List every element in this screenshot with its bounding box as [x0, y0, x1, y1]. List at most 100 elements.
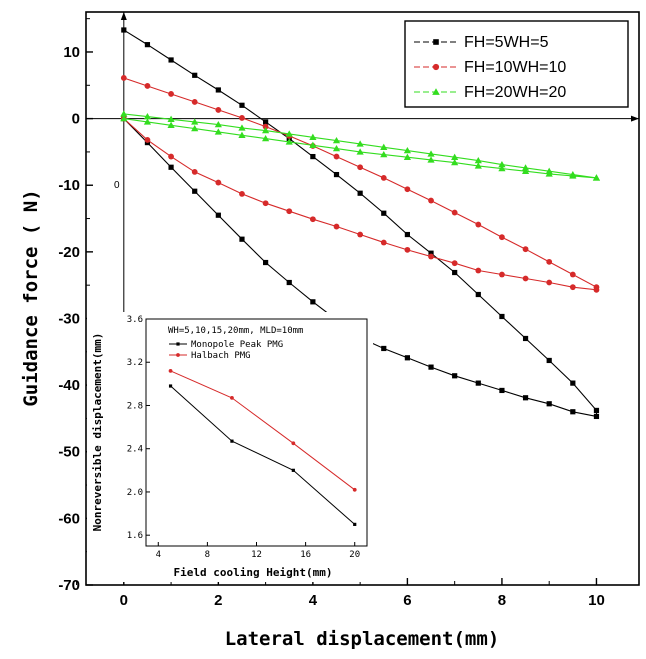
inset-x-tick-label: 20 [349, 550, 360, 560]
inset-series [168, 368, 357, 526]
data-point [381, 210, 387, 216]
y-tick-label: 10 [63, 44, 80, 61]
data-point [475, 291, 481, 298]
data-point [499, 387, 505, 394]
inset-x-tick-label: 16 [300, 550, 311, 560]
data-point [380, 150, 388, 158]
data-point [262, 200, 269, 207]
data-point [404, 186, 411, 193]
data-point [214, 128, 222, 135]
data-point [569, 172, 577, 179]
data-point [451, 153, 459, 160]
data-point [521, 164, 530, 171]
data-point [238, 131, 246, 138]
data-point [333, 223, 340, 230]
data-point [309, 133, 317, 140]
y-tick-label: -50 [58, 444, 80, 461]
inset-data-point [168, 384, 173, 388]
data-point [333, 153, 340, 160]
inset-y-tick-label: 2.8 [127, 401, 143, 411]
data-point [451, 209, 458, 216]
data-point [403, 153, 412, 160]
inset-x-tick-label: 4 [156, 550, 161, 560]
inset-x-tick-label: 12 [251, 550, 262, 560]
data-point [120, 75, 127, 81]
x-axis-title: Lateral displacement(mm) [225, 628, 500, 650]
data-point [452, 373, 458, 379]
data-point [286, 279, 292, 286]
data-point [310, 153, 316, 160]
data-point [546, 357, 552, 364]
data-point [592, 174, 601, 181]
x-tick-label: 8 [498, 592, 506, 609]
data-point [191, 169, 198, 175]
x-tick-label: 0 [120, 592, 128, 609]
inset-y-tick-label: 3.2 [127, 358, 143, 368]
data-point [192, 72, 198, 78]
data-point [428, 253, 434, 260]
data-point [522, 335, 529, 342]
data-point [143, 113, 152, 120]
data-point [215, 107, 222, 113]
inset-legend-label: Halbach PMG [191, 351, 251, 361]
data-point [404, 355, 411, 361]
data-point [522, 275, 529, 282]
data-point [310, 299, 316, 305]
data-point [428, 364, 434, 370]
data-point [144, 42, 151, 48]
series-line [123, 29, 598, 418]
data-point [427, 150, 435, 157]
y-axis-title: Guidance force ( N) [20, 189, 42, 406]
y-tick-label: -30 [58, 310, 80, 327]
data-point [499, 271, 505, 278]
data-point [168, 91, 174, 97]
data-point [191, 118, 199, 125]
data-point [522, 395, 529, 401]
data-point [381, 345, 387, 352]
x-tick-label: 10 [588, 592, 605, 609]
data-point [499, 313, 505, 320]
data-point [215, 87, 221, 93]
inset-data-point [352, 487, 357, 492]
data-point [167, 115, 175, 122]
main-plot-frame [85, 11, 640, 586]
data-point [498, 160, 506, 168]
data-point [309, 216, 316, 223]
inset-data-point [230, 439, 234, 443]
inset-plot: 4 8 12 16 20 3.6 3.2 2.8 2.4 2.0 1.6 WH=5,10,15,20… [87, 312, 373, 582]
data-point [451, 260, 458, 267]
inset-y-tick-label: 1.6 [127, 531, 143, 541]
data-point [262, 123, 269, 130]
data-point [332, 136, 341, 144]
data-point [380, 239, 387, 246]
legend-label: FH=5WH=5 [464, 34, 549, 51]
legend-marker [432, 63, 440, 71]
data-point [380, 143, 388, 150]
x-tick-label: 6 [403, 592, 411, 609]
data-point [168, 164, 174, 170]
data-point [239, 190, 245, 197]
x-zero-line-arrowhead [631, 115, 639, 122]
data-point [521, 167, 530, 174]
inset-x-tick-label: 8 [205, 550, 210, 560]
y-tick-label: -60 [58, 510, 80, 527]
data-point [498, 164, 506, 172]
data-point [286, 208, 293, 215]
legend-box [404, 20, 629, 108]
data-point [168, 153, 174, 160]
data-point [120, 110, 128, 117]
data-point [427, 156, 435, 163]
y-tick-label: -70 [58, 577, 80, 594]
inset-background [87, 312, 373, 582]
data-point [475, 221, 482, 228]
data-point [239, 236, 245, 242]
inset-series-group [168, 384, 357, 526]
data-point [428, 197, 434, 204]
data-point [144, 83, 151, 89]
data-point [309, 141, 317, 148]
data-point [285, 138, 293, 145]
main-plot: 0 2 4 6 8 10 10 0 -10 -20 -30 -40 -50 -60 -70 0 FH=5WH… [20, 11, 640, 650]
inset-x-axis-title: Field cooling Height(mm) [174, 566, 333, 579]
inset-legend-marker [176, 342, 180, 346]
data-point [474, 156, 482, 164]
